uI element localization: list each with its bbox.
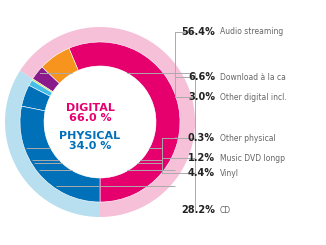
- Wedge shape: [29, 80, 52, 96]
- Wedge shape: [5, 71, 100, 217]
- Wedge shape: [69, 42, 180, 202]
- Text: CD: CD: [220, 206, 231, 215]
- Text: 66.0 %: 66.0 %: [69, 113, 111, 123]
- Text: Vinyl: Vinyl: [220, 169, 239, 177]
- Text: 1.2%: 1.2%: [188, 153, 215, 163]
- Wedge shape: [20, 27, 195, 217]
- Circle shape: [45, 67, 155, 177]
- Text: DIGITAL: DIGITAL: [66, 103, 114, 113]
- Text: 4.4%: 4.4%: [188, 168, 215, 178]
- Text: Music DVD longp: Music DVD longp: [220, 154, 285, 162]
- Wedge shape: [33, 67, 59, 92]
- Text: 56.4%: 56.4%: [181, 27, 215, 37]
- Text: PHYSICAL: PHYSICAL: [59, 131, 121, 141]
- Text: 3.0%: 3.0%: [188, 92, 215, 102]
- Text: 0.3%: 0.3%: [188, 133, 215, 143]
- Wedge shape: [32, 79, 53, 93]
- Text: Other physical: Other physical: [220, 134, 276, 143]
- Text: Other digital incl.: Other digital incl.: [220, 93, 287, 101]
- Wedge shape: [22, 85, 50, 111]
- Text: Download à la ca: Download à la ca: [220, 73, 286, 82]
- Wedge shape: [42, 48, 78, 84]
- Text: Audio streaming: Audio streaming: [220, 27, 283, 37]
- Text: 34.0 %: 34.0 %: [69, 141, 111, 151]
- Wedge shape: [20, 106, 100, 202]
- Text: 6.6%: 6.6%: [188, 72, 215, 82]
- Text: 28.2%: 28.2%: [181, 205, 215, 215]
